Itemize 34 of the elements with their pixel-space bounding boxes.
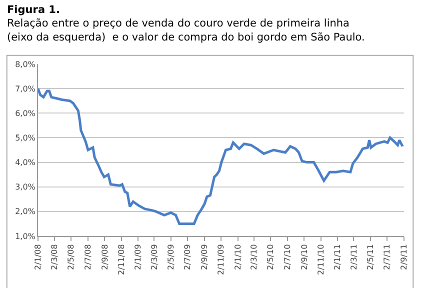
x-tick-label: 2/11/10	[316, 244, 326, 276]
y-tick-label: 1,0%	[15, 232, 36, 241]
x-tick-label: 2/1/10	[233, 244, 242, 270]
x-tick-label: 2/9/09	[200, 244, 210, 270]
x-tick-label: 2/7/11	[382, 244, 392, 270]
y-tick-label: 3,0%	[15, 182, 36, 192]
x-tick-label: 2/9/10	[300, 244, 309, 270]
x-tick-label: 2/3/10	[250, 244, 259, 270]
y-tick-label: 5,0%	[15, 134, 36, 143]
x-tick-label: 2/5/09	[166, 244, 176, 270]
x-tick-label: 2/9/11	[400, 244, 409, 270]
x-tick-label: 2/11/09	[216, 244, 226, 276]
x-tick-label: 2/3/08	[50, 244, 59, 270]
y-tick-label: 8,0%	[15, 60, 36, 69]
y-tick-label: 4,0%	[15, 158, 36, 168]
x-tick-label: 2/1/11	[333, 244, 342, 270]
x-tick-label: 2/9/08	[100, 244, 110, 270]
x-tick-label: 2/7/09	[183, 244, 192, 270]
chart-title: Figura 1.	[7, 4, 60, 16]
x-tick-label: 2/1/08	[34, 244, 43, 270]
line-series	[38, 87, 404, 225]
x-tick-label: 2/11/08	[116, 244, 126, 276]
chart-subtitle: Relação entre o preço de venda do couro verde de primeira linha (eixo da esquerda) e o valor de compra do boi gordo em São Paulo.	[7, 18, 365, 44]
x-tick-label: 2/5/10	[266, 244, 276, 270]
y-tick-label: 2,0%	[15, 207, 36, 216]
x-tick-label: 2/1/09	[134, 244, 143, 270]
x-tick-label: 2/7/08	[83, 244, 92, 270]
x-tick-label: 2/3/09	[150, 244, 159, 270]
y-tick-label: 6,0%	[15, 108, 36, 118]
x-tick-label: 2/7/10	[282, 244, 292, 270]
y-tick-label: 7,0%	[15, 84, 36, 94]
x-tick-label: 2/3/11	[349, 244, 358, 270]
x-tick-label: 2/5/11	[366, 244, 375, 270]
x-tick-label: 2/5/08	[66, 244, 76, 270]
